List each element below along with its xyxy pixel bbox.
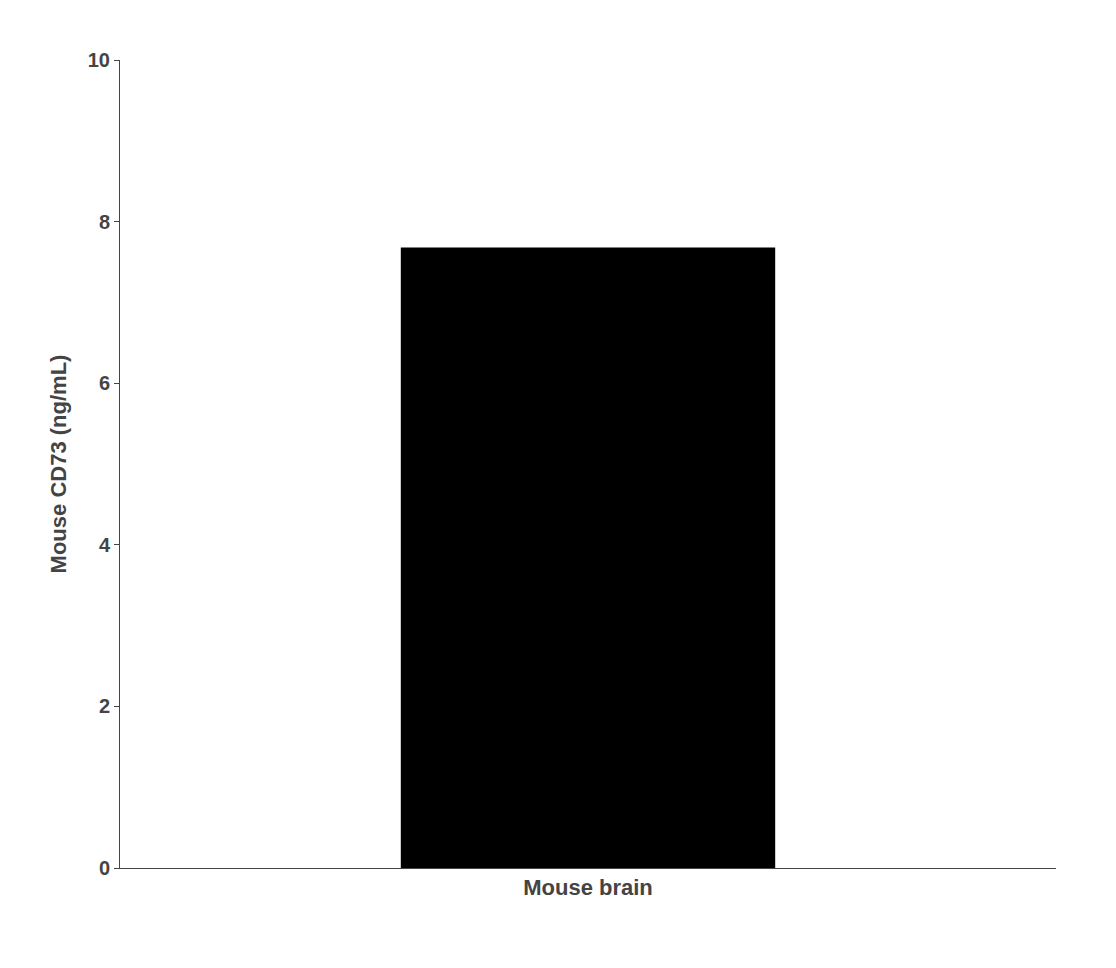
svg-text:Mouse CD73 (ng/mL): Mouse CD73 (ng/mL)	[46, 355, 71, 574]
svg-text:0: 0	[99, 857, 110, 879]
svg-text:2: 2	[99, 695, 110, 717]
svg-text:6: 6	[99, 372, 110, 394]
svg-text:8: 8	[99, 211, 110, 233]
svg-text:Mouse brain: Mouse brain	[523, 875, 653, 900]
svg-text:10: 10	[88, 49, 110, 71]
svg-text:4: 4	[99, 534, 111, 556]
